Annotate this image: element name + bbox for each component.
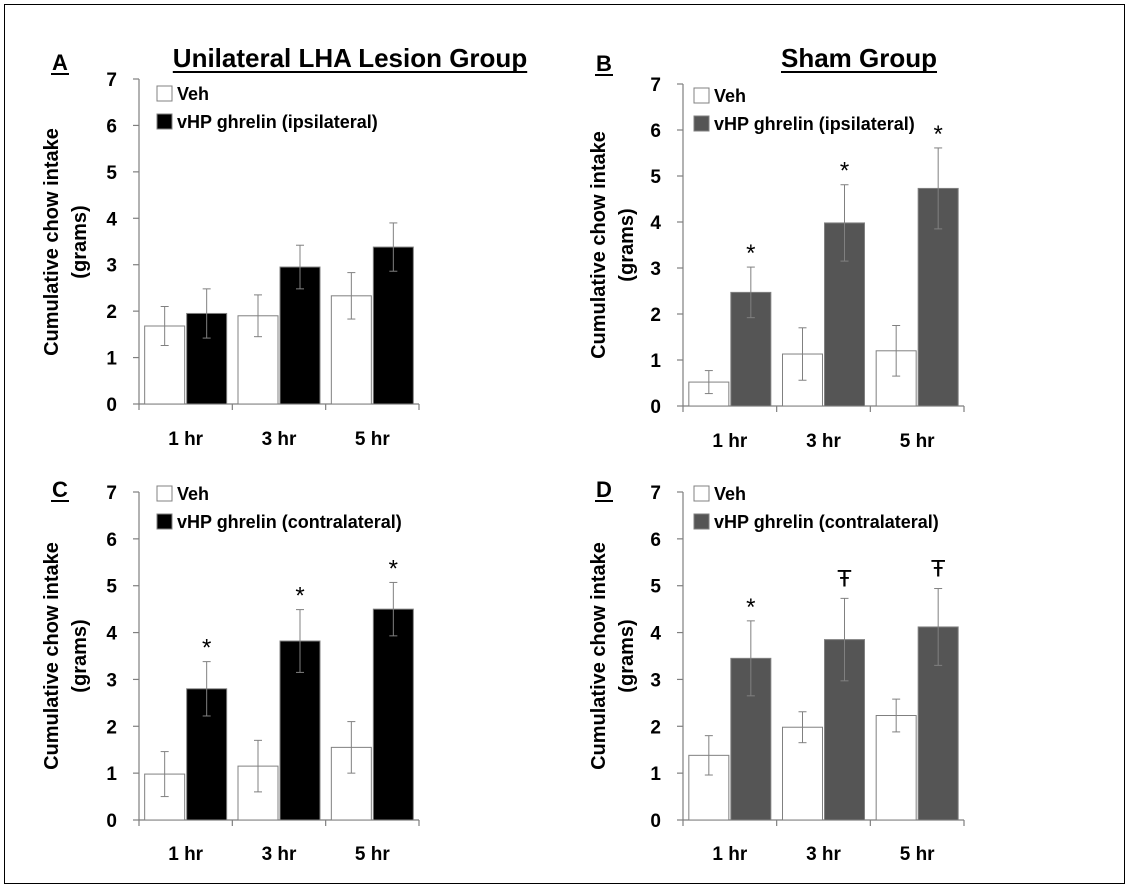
x-category-label: 5 hr [900, 431, 935, 452]
x-category-label: 5 hr [900, 844, 935, 865]
bar-ghrelin [372, 246, 414, 405]
y-axis-label: Cumulative chow intake [41, 128, 63, 356]
y-tick-label: 3 [106, 670, 117, 691]
y-tick-label: 6 [650, 121, 661, 142]
y-tick-label: 4 [650, 624, 661, 645]
y-axis-label-unit: (grams) [69, 619, 91, 692]
panel-title: Sham Group [781, 43, 937, 73]
y-tick-label: 2 [650, 717, 661, 738]
y-tick-label: 5 [650, 167, 661, 188]
significance-marker: * [746, 240, 755, 267]
panel-letter: D [596, 477, 612, 502]
y-tick-label: 3 [650, 670, 661, 691]
legend-swatch [156, 513, 173, 530]
y-tick-label: 5 [650, 577, 661, 598]
legend-label: Veh [714, 484, 746, 504]
y-tick-label: 1 [650, 764, 661, 785]
y-axis-label: Cumulative chow intake [588, 131, 610, 359]
y-tick-label: 7 [650, 483, 661, 504]
y-axis-label: Cumulative chow intake [588, 542, 610, 770]
x-category-label: 5 hr [355, 844, 390, 865]
y-axis-label-unit: (grams) [616, 208, 638, 281]
legend-label: vHP ghrelin (contralateral) [714, 512, 939, 532]
x-category-label: 3 hr [262, 429, 297, 450]
legend-swatch [693, 115, 710, 132]
y-tick-label: 2 [106, 302, 117, 323]
bar-veh [144, 325, 186, 405]
y-tick-label: 0 [650, 811, 661, 832]
legend-swatch [156, 485, 173, 502]
y-tick-label: 0 [106, 395, 117, 416]
legend-swatch [156, 113, 173, 130]
figure-border [4, 4, 1125, 884]
y-axis-label: Cumulative chow intake [41, 542, 63, 770]
bar-ghrelin [186, 312, 228, 405]
x-category-label: 3 hr [262, 844, 297, 865]
y-axis-label-unit: (grams) [616, 619, 638, 692]
legend-swatch [156, 85, 173, 102]
y-tick-label: 6 [106, 116, 117, 137]
y-tick-label: 0 [106, 811, 117, 832]
y-tick-label: 4 [650, 213, 661, 234]
legend-label: vHP ghrelin (contralateral) [177, 512, 402, 532]
x-category-label: 1 hr [168, 429, 203, 450]
legend-swatch [693, 513, 710, 530]
y-tick-label: 2 [106, 717, 117, 738]
y-tick-label: 6 [650, 530, 661, 551]
y-tick-label: 3 [650, 259, 661, 280]
panel-title: Unilateral LHA Lesion Group [173, 43, 527, 73]
legend-label: Veh [177, 484, 209, 504]
legend-label: Veh [714, 86, 746, 106]
panel-d: D 0 1 2 3 4 5 6 7 Cumulative chow intake (grams) * 1… [588, 477, 965, 865]
significance-marker: * [295, 583, 304, 610]
significance-marker: Ŧ [837, 565, 852, 592]
legend-label: vHP ghrelin (ipsilateral) [714, 114, 915, 134]
legend-label: Veh [177, 84, 209, 104]
y-tick-label: 1 [106, 764, 117, 785]
bar-ghrelin [372, 608, 414, 821]
panel-letter: A [52, 50, 68, 75]
x-category-label: 3 hr [806, 431, 841, 452]
x-category-label: 1 hr [712, 844, 747, 865]
y-tick-label: 7 [106, 483, 117, 504]
significance-marker: * [746, 594, 755, 621]
panel-letter: C [52, 477, 68, 502]
significance-marker: * [389, 555, 398, 582]
legend-swatch [693, 485, 710, 502]
y-tick-label: 1 [650, 351, 661, 372]
panel-letter: B [596, 51, 612, 76]
x-category-label: 1 hr [712, 431, 747, 452]
y-tick-label: 7 [106, 70, 117, 91]
panel-c: C 0 1 2 3 4 5 6 7 Cumulative chow intake (grams) * 1… [41, 477, 420, 865]
y-tick-label: 0 [650, 397, 661, 418]
y-tick-label: 2 [650, 305, 661, 326]
x-category-label: 5 hr [355, 429, 390, 450]
y-tick-label: 7 [650, 75, 661, 96]
y-tick-label: 6 [106, 530, 117, 551]
y-tick-label: 5 [106, 163, 117, 184]
y-tick-label: 4 [106, 209, 117, 230]
x-category-label: 1 hr [168, 844, 203, 865]
legend-label: vHP ghrelin (ipsilateral) [177, 112, 378, 132]
bar-ghrelin [279, 266, 321, 405]
y-tick-label: 4 [106, 624, 117, 645]
x-category-label: 3 hr [806, 844, 841, 865]
bar-veh [875, 715, 917, 821]
legend-swatch [693, 87, 710, 104]
y-tick-label: 1 [106, 349, 117, 370]
y-axis-label-unit: (grams) [69, 205, 91, 278]
panel-a: A Unilateral LHA Lesion Group 0 1 2 3 4 5 6 7 Cumu… [41, 43, 528, 450]
significance-marker: * [933, 121, 942, 148]
y-tick-label: 3 [106, 256, 117, 277]
significance-marker: * [202, 635, 211, 662]
panel-b: B Sham Group 0 1 2 3 4 5 6 7 Cumulative chow intak… [588, 43, 965, 452]
significance-marker: Ŧ [931, 556, 946, 583]
significance-marker: * [840, 158, 849, 185]
y-tick-label: 5 [106, 577, 117, 598]
